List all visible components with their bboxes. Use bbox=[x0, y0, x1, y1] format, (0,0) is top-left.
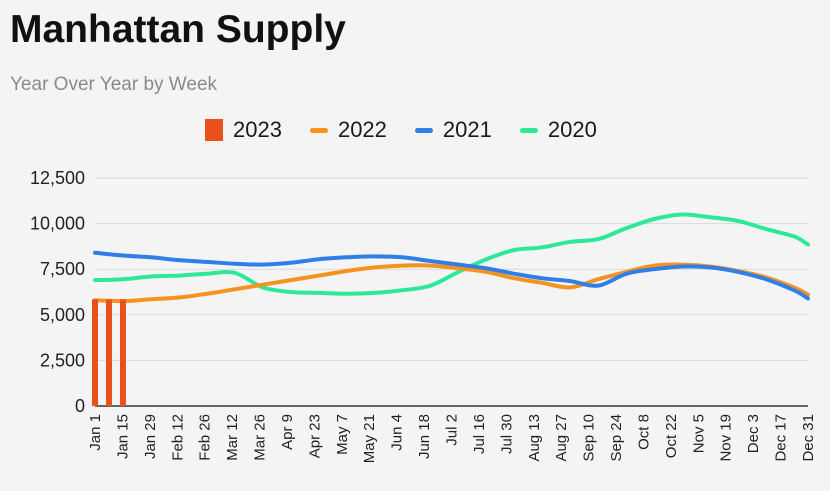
x-tick-label: Jun 18 bbox=[416, 414, 433, 459]
y-tick-label: 7,500 bbox=[40, 259, 85, 279]
y-tick-label: 12,500 bbox=[30, 168, 85, 188]
y-tick-label: 10,000 bbox=[30, 214, 85, 234]
x-tick-label: Nov 5 bbox=[690, 414, 707, 453]
series-line-2021 bbox=[93, 250, 810, 301]
x-tick-label: Mar 12 bbox=[224, 414, 241, 461]
legend-swatch-2023 bbox=[205, 119, 223, 141]
legend-label-2023: 2023 bbox=[233, 117, 282, 142]
y-tick-label: 5,000 bbox=[40, 305, 85, 325]
legend-item-2022[interactable]: 2022 bbox=[309, 117, 387, 143]
x-tick-label: Oct 8 bbox=[635, 414, 652, 450]
x-tick-label: Feb 12 bbox=[169, 414, 186, 461]
page-subtitle: Year Over Year by Week bbox=[10, 74, 218, 95]
y-tick-label: 0 bbox=[75, 396, 85, 416]
x-tick-label: Mar 26 bbox=[252, 414, 269, 461]
bar-2023 bbox=[119, 299, 126, 406]
x-tick-label: Dec 3 bbox=[745, 414, 762, 453]
x-tick-label: Jul 16 bbox=[471, 414, 488, 454]
bar-2023 bbox=[92, 299, 98, 406]
x-tick-label: Jan 1 bbox=[87, 414, 104, 451]
x-tick-label: Jul 2 bbox=[444, 414, 461, 446]
x-tick-label: Nov 19 bbox=[718, 414, 735, 462]
x-tick-label: May 21 bbox=[361, 414, 378, 463]
x-tick-label: Oct 22 bbox=[663, 414, 680, 458]
x-tick-label: Sep 10 bbox=[581, 414, 598, 462]
x-tick-label: Apr 23 bbox=[306, 414, 323, 458]
x-tick-label: Feb 26 bbox=[197, 414, 214, 461]
y-tick-label: 2,500 bbox=[40, 350, 85, 370]
legend-swatch-2022 bbox=[309, 127, 328, 133]
x-tick-label: Dec 17 bbox=[773, 414, 790, 462]
legend-item-2020[interactable]: 2020 bbox=[519, 117, 597, 143]
legend-label-2022: 2022 bbox=[337, 117, 387, 142]
legend-swatch-2020 bbox=[519, 127, 538, 133]
legend-label-2020: 2020 bbox=[547, 117, 597, 142]
legend-swatch-2021 bbox=[414, 127, 433, 133]
chart-legend: 2023 2022 2021 2020 bbox=[205, 117, 625, 143]
x-tick-label: Aug 13 bbox=[526, 414, 543, 462]
x-tick-label: Apr 9 bbox=[279, 414, 296, 450]
x-tick-label: May 7 bbox=[334, 414, 351, 455]
x-tick-label: Dec 31 bbox=[800, 414, 817, 462]
legend-label-2021: 2021 bbox=[442, 117, 492, 142]
x-tick-label: Jan 15 bbox=[114, 414, 131, 459]
x-tick-label: Jun 4 bbox=[389, 414, 406, 451]
series-line-2022 bbox=[93, 262, 810, 304]
page-title: Manhattan Supply bbox=[10, 8, 346, 51]
x-tick-label: Jan 29 bbox=[142, 414, 159, 459]
legend-item-2023[interactable]: 2023 bbox=[205, 117, 282, 143]
x-tick-label: Sep 24 bbox=[608, 414, 625, 462]
bar-2023 bbox=[105, 299, 112, 406]
series-line-2020 bbox=[93, 212, 810, 296]
legend-item-2021[interactable]: 2021 bbox=[414, 117, 492, 143]
x-tick-label: Jul 30 bbox=[498, 414, 515, 454]
x-tick-label: Aug 27 bbox=[553, 414, 570, 462]
